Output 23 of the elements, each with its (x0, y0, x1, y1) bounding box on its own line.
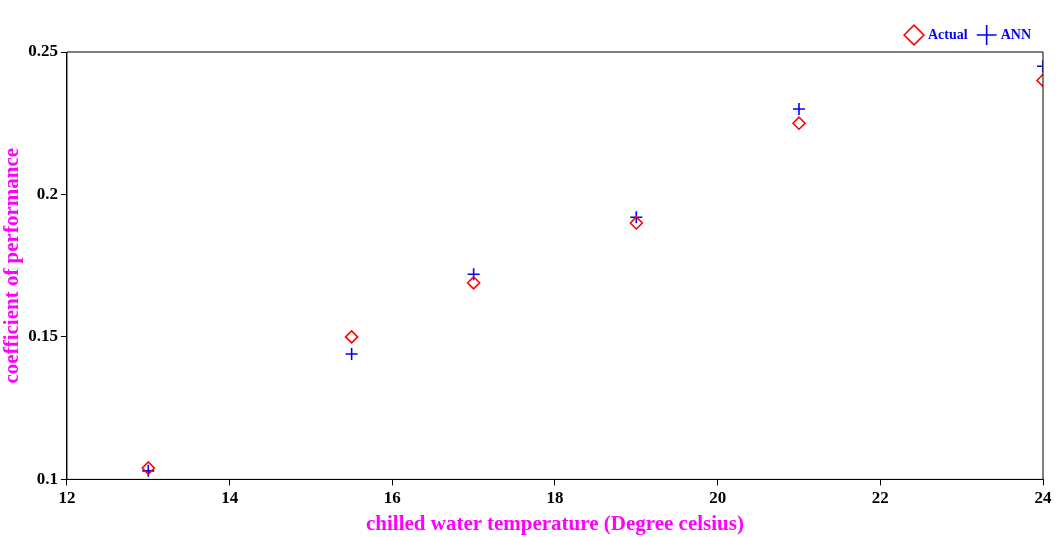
x-tick-label: 14 (221, 487, 239, 507)
x-axis-title: chilled water temperature (Degree celsius) (366, 510, 744, 535)
x-tick-label: 22 (871, 487, 889, 507)
y-tick-label: 0.2 (36, 183, 58, 203)
point (792, 102, 806, 116)
x-tick-label: 16 (383, 487, 401, 507)
point (629, 210, 644, 225)
point (466, 267, 481, 282)
point (344, 330, 359, 344)
y-tick-label: 0.15 (28, 326, 58, 346)
x-tick-label: 20 (709, 487, 727, 507)
y-axis-title: coefficient of performance (0, 147, 24, 384)
point (629, 216, 644, 230)
y-tick-label: 0.25 (28, 41, 58, 61)
x-tick-label: 24 (1034, 487, 1052, 507)
x-tick-label: 12 (58, 487, 76, 507)
legend-label: Actual (928, 26, 968, 42)
point (792, 116, 806, 131)
x-tick-label: 18 (546, 487, 564, 507)
point (344, 347, 359, 361)
legend-label: ANN (1000, 26, 1032, 42)
point (466, 276, 481, 290)
y-tick-label: 0.1 (36, 468, 58, 488)
